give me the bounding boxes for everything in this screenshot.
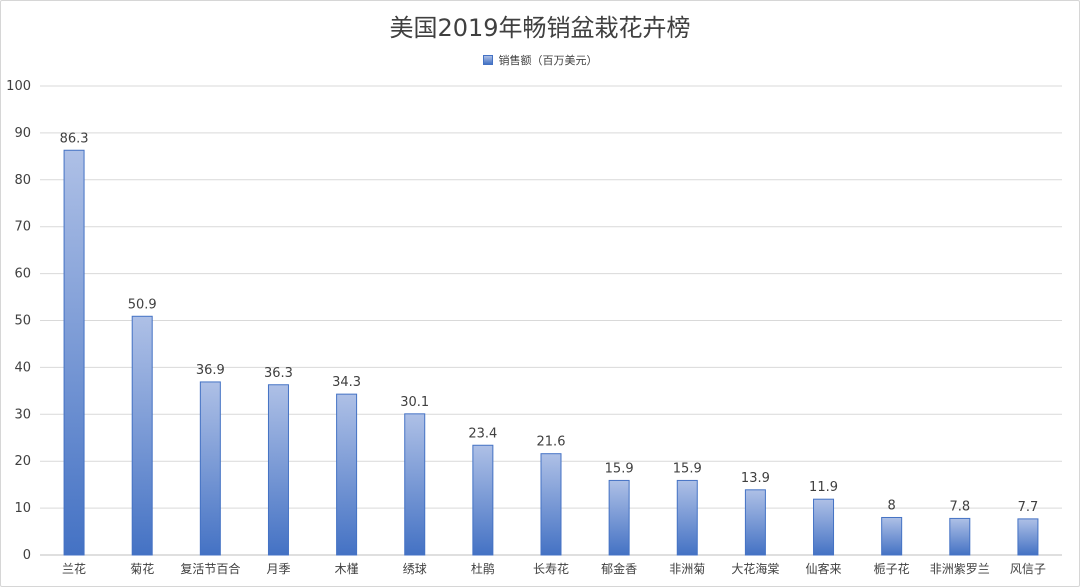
y-tick-label: 0 — [23, 548, 31, 563]
data-label: 34.3 — [332, 375, 361, 390]
category-label: 杜鹃 — [471, 561, 495, 576]
y-tick-label: 70 — [14, 220, 31, 235]
chart-title: 美国2019年畅销盆栽花卉榜 — [389, 14, 691, 42]
bar — [199, 381, 221, 556]
legend: 销售额（百万美元） — [0, 52, 1080, 68]
y-tick-label: 60 — [14, 267, 31, 282]
y-tick-label: 20 — [14, 454, 31, 469]
data-label: 36.9 — [196, 363, 225, 378]
category-label: 复活节百合 — [180, 561, 240, 576]
bar — [540, 453, 562, 556]
data-label: 23.4 — [468, 426, 497, 441]
bar — [881, 516, 903, 556]
data-label: 13.9 — [741, 471, 770, 486]
bar — [608, 479, 630, 556]
bar — [1017, 518, 1039, 556]
bar — [744, 489, 766, 556]
category-label: 郁金香 — [601, 561, 637, 576]
y-tick-label: 90 — [14, 126, 31, 141]
data-label: 7.8 — [949, 499, 970, 514]
legend-swatch — [482, 55, 493, 65]
legend-label: 销售额（百万美元） — [498, 54, 598, 67]
data-label: 36.3 — [264, 366, 293, 381]
data-label: 30.1 — [400, 395, 429, 410]
category-label: 非洲菊 — [669, 562, 705, 576]
bar — [63, 149, 85, 556]
y-tick-label: 40 — [14, 360, 31, 375]
bar — [404, 413, 426, 556]
category-label: 月季 — [266, 562, 290, 576]
bar — [267, 384, 289, 556]
data-label: 11.9 — [809, 480, 838, 495]
bar — [131, 315, 153, 556]
data-label: 50.9 — [128, 297, 157, 312]
category-label: 非洲紫罗兰 — [930, 562, 990, 576]
y-tick-label: 30 — [14, 407, 31, 422]
category-label: 长寿花 — [533, 561, 569, 576]
data-label: 7.7 — [1018, 500, 1039, 515]
y-tick-label: 10 — [14, 501, 31, 516]
category-label: 仙客来 — [806, 561, 842, 576]
bar — [676, 479, 698, 556]
category-label: 兰花 — [62, 561, 86, 576]
category-label: 绣球 — [403, 562, 427, 576]
y-tick-label: 50 — [14, 314, 31, 329]
y-tick-label: 100 — [6, 79, 31, 94]
data-label: 15.9 — [605, 461, 634, 476]
category-label: 风信子 — [1010, 562, 1046, 576]
data-label: 8 — [888, 498, 896, 513]
category-label: 菊花 — [130, 561, 154, 576]
bar — [472, 444, 494, 556]
bar — [813, 498, 835, 556]
bar — [949, 517, 971, 556]
y-tick-label: 80 — [14, 173, 31, 188]
category-label: 栀子花 — [874, 561, 910, 576]
category-label: 木槿 — [335, 562, 359, 576]
data-label: 86.3 — [60, 131, 89, 146]
data-label: 21.6 — [537, 435, 566, 450]
data-label: 15.9 — [673, 461, 702, 476]
bar — [336, 393, 358, 556]
category-label: 大花海棠 — [731, 561, 779, 576]
